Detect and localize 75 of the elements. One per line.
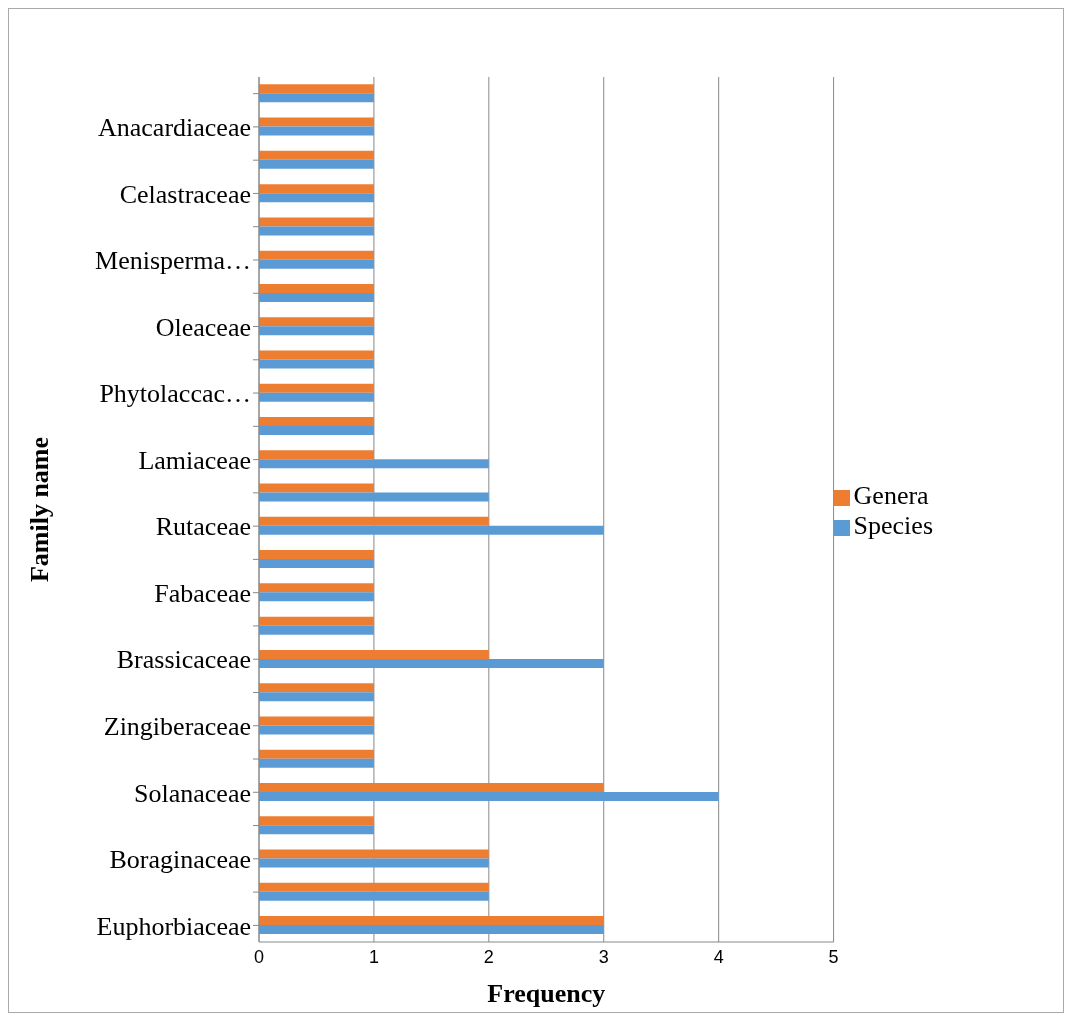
bar — [259, 782, 604, 792]
bar — [259, 259, 374, 269]
y-tick-label: Lamiaceae — [138, 445, 251, 475]
x-axis-title: Frequency — [487, 979, 606, 1008]
bar — [259, 193, 374, 203]
bar — [259, 359, 374, 369]
bar — [259, 226, 374, 236]
bar — [259, 825, 374, 835]
bar — [259, 126, 374, 136]
bar — [259, 292, 374, 302]
y-tick-label: Zingiberaceae — [103, 711, 251, 741]
x-tick-label: 3 — [598, 946, 609, 967]
bar — [259, 392, 374, 402]
bar — [259, 250, 374, 260]
bar — [259, 159, 374, 169]
bar — [259, 459, 489, 469]
bar — [259, 849, 489, 859]
bar — [259, 716, 374, 726]
y-tick-label: Rutaceae — [155, 512, 251, 542]
y-axis-title: Family name — [25, 436, 55, 583]
legend-label: Species — [853, 510, 933, 540]
bar — [259, 916, 604, 926]
bar — [259, 559, 374, 569]
bar — [259, 592, 374, 602]
y-tick-label: Celastraceae — [119, 179, 251, 209]
bar — [259, 649, 489, 659]
bar — [259, 725, 374, 735]
x-tick-label: 0 — [253, 946, 265, 967]
bar — [259, 758, 374, 768]
y-tick-label: Euphorbiaceae — [96, 911, 251, 941]
legend-label: Genera — [853, 480, 929, 510]
bar — [259, 317, 374, 327]
bar — [259, 383, 374, 393]
bar — [259, 625, 374, 635]
bar — [259, 858, 489, 868]
bar — [259, 791, 719, 801]
bar — [259, 525, 604, 535]
y-tick-label: Fabaceae — [154, 578, 251, 608]
bar — [259, 450, 374, 460]
bar — [259, 417, 374, 427]
bar — [259, 516, 489, 526]
y-tick-label: Oleaceae — [155, 312, 251, 342]
bar — [259, 217, 374, 227]
bar — [259, 84, 374, 94]
bar — [259, 483, 374, 493]
bar — [259, 150, 374, 160]
bar — [259, 492, 489, 502]
bar — [259, 350, 374, 360]
bar — [259, 616, 374, 626]
y-tick-label: Menisperma… — [95, 246, 251, 276]
x-tick-label: 1 — [368, 946, 379, 967]
bar — [259, 692, 374, 702]
bar — [259, 891, 489, 901]
y-tick-label: Boraginaceae — [109, 845, 251, 875]
x-tick-label: 4 — [713, 946, 724, 967]
bar — [259, 816, 374, 826]
bar — [259, 749, 374, 759]
bar — [259, 283, 374, 293]
bar — [259, 658, 604, 668]
y-tick-label: Solanaceae — [134, 778, 251, 808]
x-tick-label: 2 — [483, 946, 494, 967]
bar — [259, 550, 374, 560]
bar — [259, 184, 374, 194]
bar — [259, 326, 374, 336]
bar — [259, 925, 604, 935]
bar — [259, 583, 374, 593]
bar — [259, 882, 489, 892]
bar — [259, 426, 374, 436]
y-tick-label: Phytolaccac… — [99, 379, 251, 409]
bar — [259, 117, 374, 127]
x-tick-label: 5 — [828, 946, 839, 967]
bar — [259, 93, 374, 103]
y-tick-label: Anacardiaceae — [98, 113, 251, 143]
y-tick-label: Brassicaceae — [116, 645, 251, 675]
bar — [259, 683, 374, 693]
